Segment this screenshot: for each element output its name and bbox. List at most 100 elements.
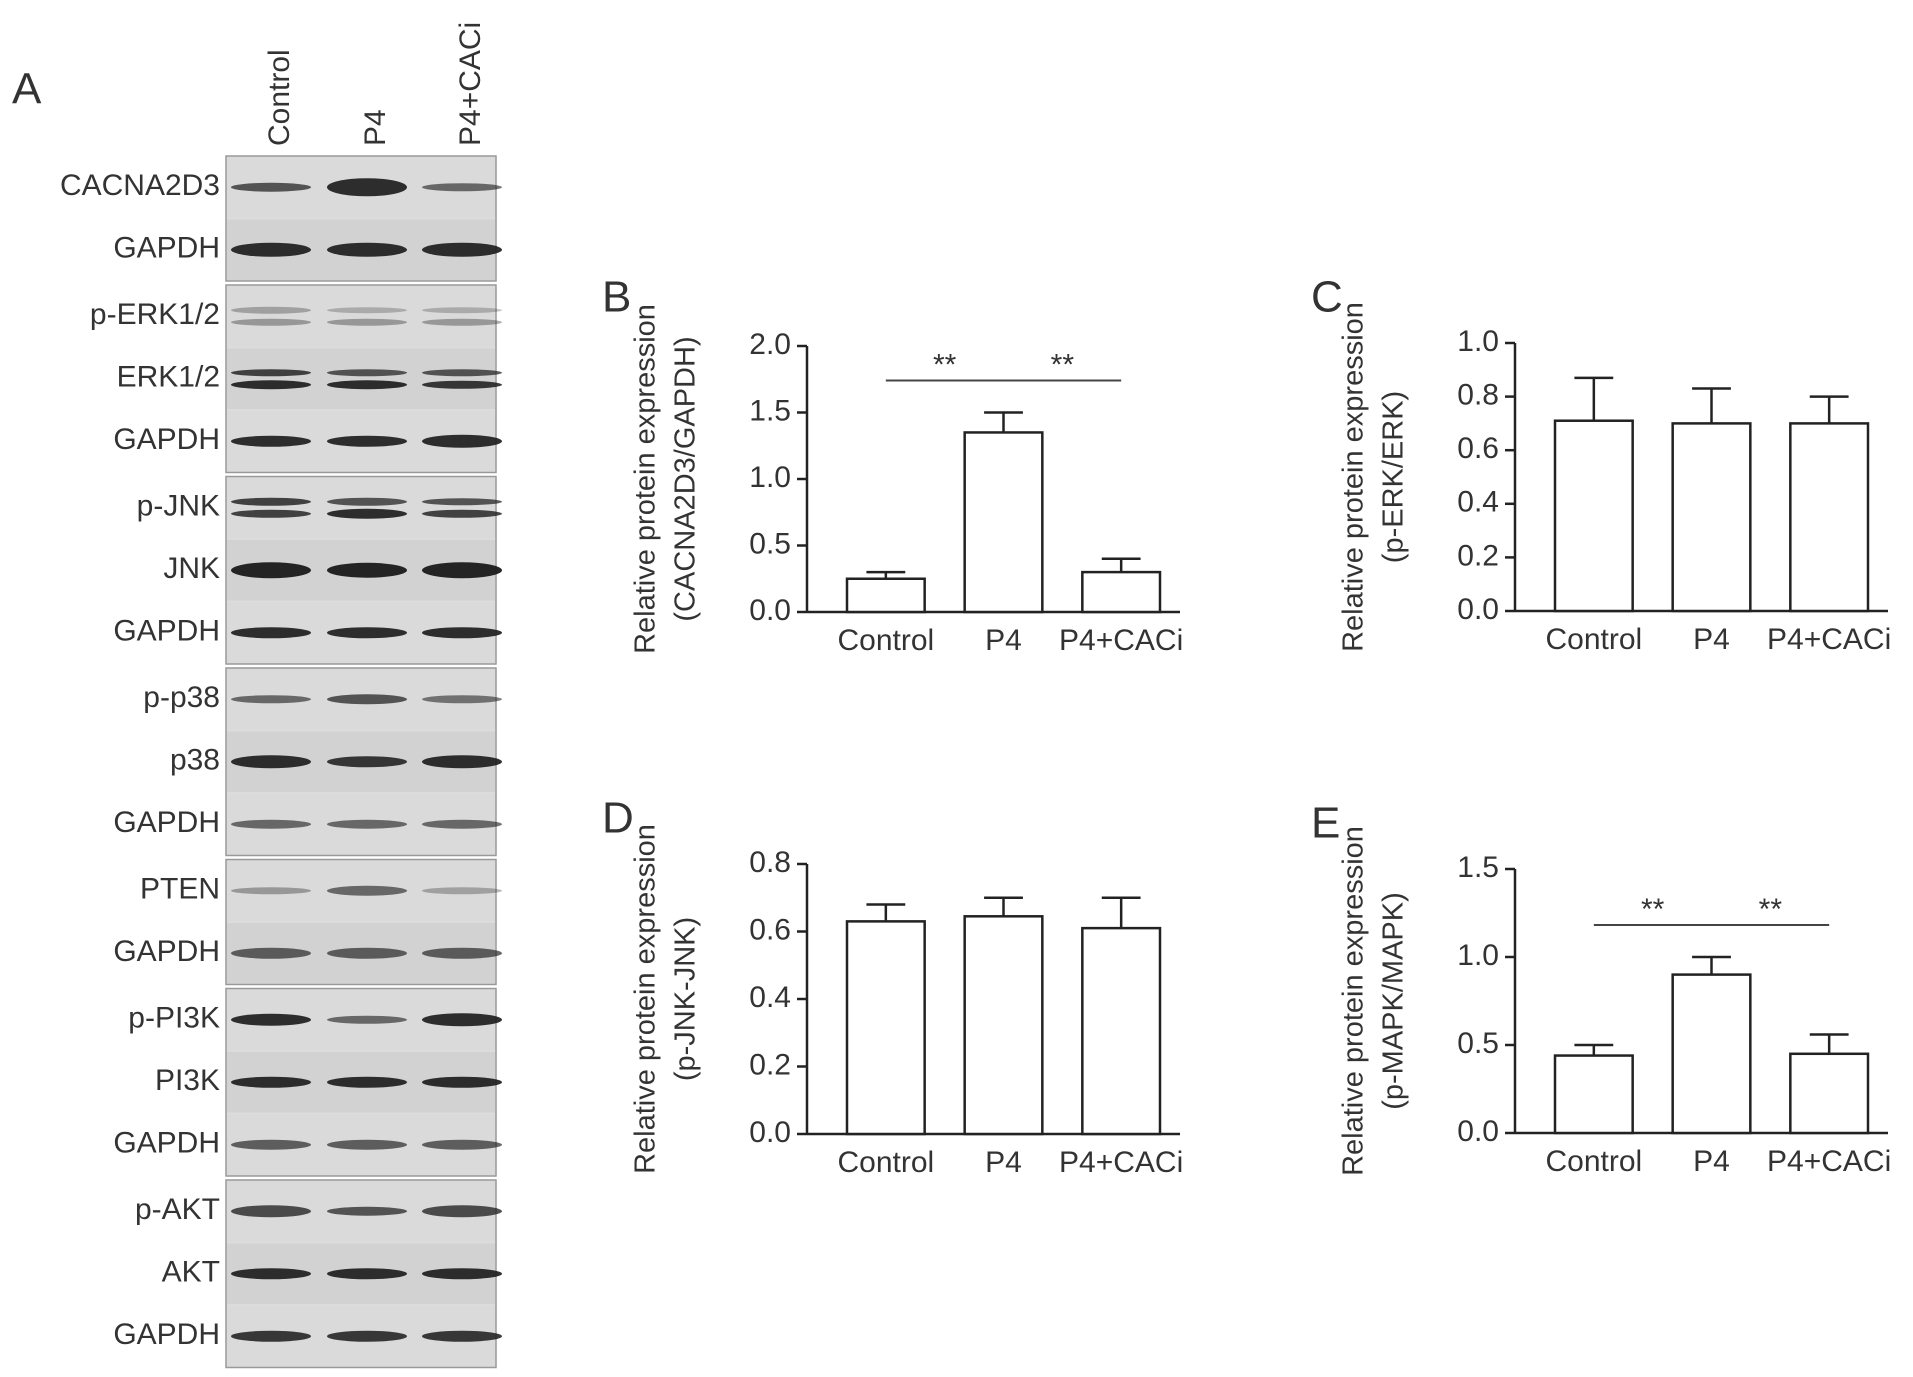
blot-band <box>422 434 502 448</box>
bar <box>1789 422 1870 613</box>
y-tick-label: 0.5 <box>749 527 791 560</box>
protein-label: p-PI3K <box>128 1002 220 1035</box>
blot-band <box>422 380 502 389</box>
blot-band <box>231 182 311 192</box>
blot-band <box>327 819 407 829</box>
y-axis-label: Relative protein expression <box>1338 302 1370 652</box>
bar <box>1671 973 1752 1135</box>
blot-band <box>422 1205 502 1218</box>
blot-band <box>422 1268 502 1280</box>
bar <box>845 920 926 1136</box>
blot-band <box>327 508 407 519</box>
y-tick-label: 0.2 <box>749 1048 791 1081</box>
blot-band <box>422 183 502 192</box>
blot-band <box>422 498 502 506</box>
blot-band <box>231 1268 311 1280</box>
significance-label: ** <box>1641 893 1665 926</box>
blot-band <box>422 755 502 769</box>
blot-band <box>327 307 407 314</box>
protein-label: GAPDH <box>113 935 220 968</box>
panel-letter: D <box>602 794 634 843</box>
protein-label: p38 <box>170 744 220 777</box>
lane-label: P4+CACi <box>454 22 487 146</box>
blot-band <box>327 756 407 768</box>
blot-band <box>422 242 502 257</box>
protein-label: PI3K <box>155 1064 220 1097</box>
y-axis-label: (p-JNK-JNK) <box>670 917 702 1081</box>
blot-band <box>422 1139 502 1150</box>
blot-band <box>422 307 502 314</box>
x-tick-label: Control <box>837 1146 934 1179</box>
lane-label: P4 <box>359 109 392 146</box>
blot-band <box>327 497 407 506</box>
blot-band <box>231 435 311 447</box>
bar <box>963 431 1044 614</box>
blot-band <box>231 887 311 895</box>
blot-band <box>327 694 407 705</box>
blot-strip <box>227 477 495 538</box>
y-axis-label: Relative protein expression <box>630 304 662 654</box>
bar <box>1081 570 1162 614</box>
blot-band <box>422 369 502 377</box>
y-tick-label: 0.5 <box>1457 1027 1499 1060</box>
blot-band <box>422 887 502 895</box>
protein-label: GAPDH <box>113 1127 220 1160</box>
y-axis-label: Relative protein expression <box>1338 826 1370 1176</box>
significance-label: ** <box>1051 348 1075 381</box>
y-tick-label: 1.0 <box>1457 939 1499 972</box>
y-tick-label: 2.0 <box>749 328 791 361</box>
blot-band <box>327 242 407 257</box>
blot-band <box>327 178 407 197</box>
x-tick-label: P4+CACi <box>1767 1145 1891 1178</box>
blot-band <box>231 380 311 390</box>
blot-band <box>231 1013 311 1026</box>
blot-strip <box>227 286 495 347</box>
lane-label: Control <box>263 49 296 146</box>
panel-letter: A <box>12 65 42 114</box>
blot-band <box>327 1139 407 1150</box>
blot-band <box>231 306 311 314</box>
blot-band <box>422 695 502 704</box>
significance-label: ** <box>1759 893 1783 926</box>
blot-band <box>231 562 311 579</box>
y-axis-label: Relative protein expression <box>630 824 662 1174</box>
x-tick-label: P4 <box>1693 623 1730 656</box>
blot-band <box>231 369 311 377</box>
bar <box>1553 419 1634 613</box>
y-tick-label: 0.0 <box>1457 1115 1499 1148</box>
y-tick-label: 0.4 <box>749 981 791 1014</box>
protein-label: p-JNK <box>137 490 220 523</box>
y-tick-label: 0.2 <box>1457 539 1499 572</box>
bar <box>845 577 926 614</box>
y-tick-label: 1.0 <box>749 461 791 494</box>
panel-letter: E <box>1311 799 1340 848</box>
y-tick-label: 0.0 <box>749 1116 791 1149</box>
protein-label: GAPDH <box>113 423 220 456</box>
blot-band <box>327 318 407 326</box>
protein-label: p-AKT <box>135 1193 220 1226</box>
x-tick-label: Control <box>1545 1145 1642 1178</box>
blot-band <box>422 1076 502 1088</box>
blot-band <box>327 1268 407 1280</box>
protein-label: JNK <box>163 552 220 585</box>
y-tick-label: 0.4 <box>1457 486 1499 519</box>
blot-band <box>327 562 407 578</box>
blot-band <box>422 1330 502 1342</box>
protein-label: GAPDH <box>113 1318 220 1351</box>
y-tick-label: 1.5 <box>749 394 791 427</box>
blot-band <box>422 819 502 829</box>
x-tick-label: P4 <box>985 624 1022 657</box>
x-tick-label: P4+CACi <box>1059 1146 1183 1179</box>
significance-label: ** <box>933 348 957 381</box>
blot-band <box>327 1076 407 1088</box>
y-tick-label: 0.8 <box>749 846 791 879</box>
x-tick-label: P4+CACi <box>1059 624 1183 657</box>
protein-label: GAPDH <box>113 232 220 265</box>
blot-band <box>327 947 407 959</box>
y-tick-label: 0.8 <box>1457 379 1499 412</box>
blot-band <box>327 1330 407 1342</box>
blot-band <box>231 1205 311 1218</box>
x-tick-label: Control <box>837 624 934 657</box>
y-tick-label: 0.6 <box>1457 432 1499 465</box>
